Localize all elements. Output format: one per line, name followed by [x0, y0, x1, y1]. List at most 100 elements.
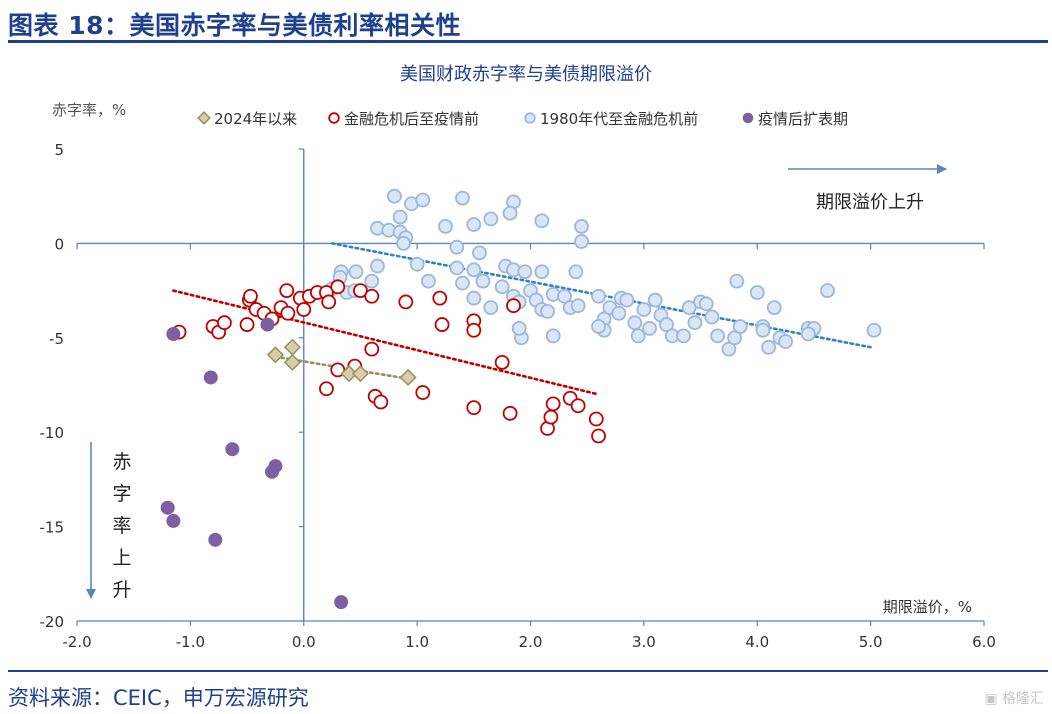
data-point	[260, 317, 275, 332]
data-point	[545, 396, 561, 412]
data-point	[334, 595, 349, 610]
data-point	[710, 328, 725, 344]
data-point	[687, 315, 703, 331]
data-point	[373, 394, 389, 410]
data-point	[502, 405, 518, 421]
data-point	[627, 315, 643, 331]
data-point	[364, 288, 380, 304]
data-point	[449, 260, 465, 276]
legend-label: 1980年代至金融危机前	[540, 110, 698, 128]
data-point	[761, 339, 776, 355]
data-point	[619, 292, 635, 308]
data-point	[243, 288, 258, 304]
data-point	[455, 275, 470, 291]
data-point	[421, 273, 436, 289]
data-point	[399, 368, 417, 387]
data-point	[279, 283, 295, 299]
data-point	[466, 262, 482, 278]
data-point	[466, 400, 482, 416]
data-point	[704, 309, 720, 325]
legend-label: 金融危机后至疫情前	[344, 110, 479, 128]
data-point	[800, 326, 816, 342]
watermark-text: 格隆汇	[1002, 691, 1044, 707]
data-point	[540, 303, 555, 319]
data-point	[543, 409, 559, 425]
data-point	[166, 327, 181, 342]
data-point	[570, 398, 586, 414]
header-divider	[8, 40, 1048, 43]
data-point	[319, 381, 334, 397]
data-point	[351, 365, 369, 383]
data-point	[396, 235, 411, 251]
x-tick-label: 3.0	[632, 633, 656, 651]
y-axis-label: 赤字率，%	[52, 101, 126, 119]
data-point	[166, 513, 181, 528]
y-tick-label: -5	[49, 330, 64, 348]
watermark-logo-icon: ▣	[984, 691, 998, 707]
data-point	[506, 298, 521, 314]
data-point	[568, 264, 584, 280]
data-point	[676, 328, 691, 344]
data-point	[392, 209, 408, 225]
series-group	[171, 279, 606, 444]
data-point	[545, 328, 561, 344]
data-point	[203, 370, 218, 385]
x-tick-label: 4.0	[745, 633, 769, 651]
data-point	[574, 234, 589, 249]
data-point	[283, 338, 301, 356]
data-point	[160, 500, 175, 515]
data-point	[348, 264, 364, 280]
data-point	[570, 298, 586, 314]
data-point	[239, 317, 255, 332]
x-tick-label: 0.0	[292, 633, 316, 651]
data-point	[455, 190, 470, 206]
data-point	[698, 296, 714, 312]
data-point	[517, 264, 533, 280]
data-point	[494, 354, 510, 370]
x-tick-label: 5.0	[859, 633, 883, 651]
down-arrow-char: 赤	[112, 451, 131, 473]
data-point	[820, 283, 835, 299]
series-group	[160, 317, 349, 610]
data-point	[729, 273, 745, 289]
data-point	[732, 319, 748, 334]
legend-marker	[328, 112, 340, 124]
data-point	[721, 341, 737, 357]
data-point	[681, 300, 697, 315]
data-point	[415, 385, 431, 400]
data-point	[766, 300, 782, 315]
down-arrow-char: 字	[112, 483, 131, 505]
data-point	[866, 322, 882, 338]
data-point	[534, 213, 550, 229]
data-point	[472, 245, 487, 261]
data-point	[449, 239, 465, 255]
data-point	[353, 283, 368, 299]
source-note: 资料来源：CEIC，申万宏源研究	[8, 686, 309, 710]
data-point	[432, 290, 448, 306]
data-point	[630, 328, 646, 344]
watermark: ▣ 格隆汇	[984, 688, 1044, 708]
data-point	[415, 192, 431, 208]
footer-divider	[8, 670, 1048, 672]
y-tick-label: -15	[40, 519, 65, 537]
y-tick-label: -10	[40, 424, 65, 442]
legend-label: 疫情后扩表期	[758, 110, 848, 128]
scatter-chart: 美国财政赤字率与美债期限溢价 赤字率，% 2024年以来 金融危机后至疫情前 198…	[40, 64, 996, 651]
data-point	[438, 219, 453, 234]
data-point	[364, 341, 380, 357]
data-point	[778, 334, 793, 349]
data-point	[483, 211, 499, 227]
x-tick-label: 2.0	[519, 633, 543, 651]
axes: -2.0 -1.0 0.0 1.0 2.0 3.0 4.0 5.0 6.0 5 0 -5 -10 -15 -…	[40, 141, 996, 651]
data-point	[591, 428, 606, 444]
down-arrow-char: 上	[112, 547, 131, 569]
data-point	[268, 459, 283, 474]
data-point	[647, 292, 663, 308]
data-point	[588, 411, 604, 427]
legend-label: 2024年以来	[214, 110, 297, 128]
data-point	[755, 322, 771, 338]
x-tick-label: 1.0	[405, 633, 429, 651]
data-points	[160, 188, 882, 610]
legend-marker	[197, 111, 211, 125]
